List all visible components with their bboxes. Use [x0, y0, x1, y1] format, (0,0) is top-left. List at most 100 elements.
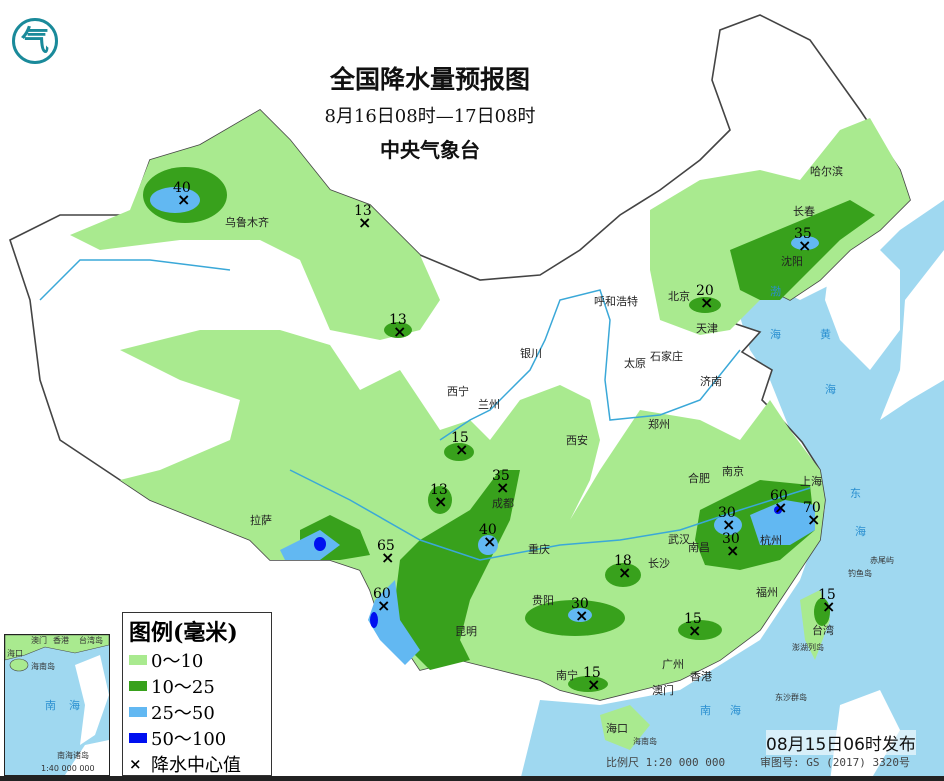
legend-item: 25～50: [129, 699, 271, 725]
rain-center-value: 35: [794, 226, 812, 242]
bottom-border: [0, 776, 944, 781]
inset-label: 澳门: [31, 636, 47, 645]
issuing-agency: 中央气象台: [380, 138, 480, 162]
rivers: [39, 259, 811, 561]
rain-center-value: 13: [354, 203, 372, 219]
island-label: 钓鱼岛: [848, 568, 872, 578]
legend-swatch: [129, 707, 147, 717]
legend-label: 50～100: [151, 729, 227, 750]
rain-center-marker: ×: [455, 440, 468, 459]
rain-center-marker: ×: [722, 515, 735, 534]
sea-label: 海: [730, 703, 741, 717]
city-label: 广州: [662, 658, 684, 671]
rain-center-marker: ×: [798, 236, 811, 255]
inset-label: 海口: [7, 649, 23, 658]
legend-item: 50～100: [129, 725, 271, 751]
city-label: 呼和浩特: [594, 294, 638, 308]
city-label: 北京: [668, 289, 690, 303]
city-label: 南昌: [688, 541, 710, 554]
rain-center-value: 60: [373, 586, 391, 602]
rain-center-marker: ×: [618, 563, 631, 582]
island-label: 赤尾屿: [870, 556, 894, 565]
city-label: 成都: [492, 497, 514, 510]
korea-land: [825, 240, 900, 370]
rain-center-value: 20: [696, 283, 714, 299]
rain-center-marker: ×: [496, 478, 509, 497]
inset-scale: 1:40 000 000: [41, 764, 95, 773]
inset-label: 台湾岛: [79, 636, 103, 645]
rain-center-value: 35: [492, 468, 510, 484]
issue-time: 08月15日06时发布: [766, 730, 916, 755]
city-label: 拉萨: [250, 513, 272, 527]
city-label: 济南: [700, 374, 722, 388]
city-label: 银川: [520, 346, 542, 360]
sea-label: 海: [770, 327, 781, 341]
rain-center-marker: ×: [358, 213, 371, 232]
legend-label: 25～50: [151, 703, 215, 724]
rain-center-value: 15: [583, 665, 601, 681]
legend-title: 图例(毫米): [129, 620, 238, 646]
city-label: 长沙: [648, 557, 670, 570]
legend-item: 0～10: [129, 647, 271, 673]
inset-label: 南海诸岛: [57, 751, 89, 760]
rain-center-marker: ×: [381, 548, 394, 567]
city-label: 澳门: [652, 683, 674, 697]
legend-item: 10～25: [129, 673, 271, 699]
rain-center-value: 70: [803, 500, 821, 516]
rain-center-value: 13: [389, 312, 407, 328]
rain-center-marker: ×: [822, 597, 835, 616]
rain-center-value: 40: [173, 180, 191, 196]
city-label: 香港: [690, 670, 712, 683]
rain-center-marker: ×: [700, 293, 713, 312]
rain-center-value: 30: [571, 596, 589, 612]
island-label: 澎湖列岛: [792, 642, 824, 652]
legend-swatch: [129, 655, 147, 665]
legend-label: 0～10: [151, 651, 204, 672]
sea-area: [520, 200, 944, 781]
rain-center-value: 65: [377, 538, 395, 554]
city-label: 石家庄: [650, 349, 683, 363]
rain-center-marker: ×: [807, 510, 820, 529]
rain-center-marker: ×: [774, 498, 787, 517]
city-label: 哈尔滨: [810, 164, 843, 178]
city-label: 长春: [793, 205, 815, 218]
legend-label: 降水中心值: [151, 755, 241, 776]
city-label: 昆明: [455, 625, 477, 638]
city-label: 沈阳: [781, 254, 803, 268]
rain-center-value: 13: [430, 482, 448, 498]
island-label: 东沙群岛: [775, 692, 807, 702]
review-number: 审图号: GS (2017) 3320号: [760, 756, 910, 769]
rain-center-marker: ×: [688, 621, 701, 640]
city-label: 合肥: [688, 471, 710, 485]
rain-center-value: 30: [722, 531, 740, 547]
city-label: 福州: [756, 585, 778, 599]
sea-labels: 渤海 黄海东海南海: [700, 285, 866, 717]
inset-label: 南: [45, 699, 56, 712]
map-scale: 比例尺 1:20 000 000: [606, 756, 726, 769]
city-label: 台湾: [812, 623, 834, 637]
rain-center-value: 15: [818, 587, 836, 603]
rain-25-50-areas: [150, 187, 819, 665]
city-label: 天津: [696, 322, 718, 335]
city-label: 武汉: [668, 533, 690, 546]
rain-center-marker: ×: [726, 541, 739, 560]
forecast-period: 8月16日08时—17日08时: [324, 106, 536, 127]
city-label: 西安: [566, 433, 588, 447]
rain-center-value: 15: [451, 430, 469, 446]
rain-center-marker: ×: [393, 322, 406, 341]
map-title: 全国降水量预报图: [329, 65, 530, 94]
legend-item: × 降水中心值: [129, 751, 271, 777]
sea-label: 南: [700, 704, 711, 717]
city-label: 郑州: [648, 417, 670, 431]
city-label: 上海: [800, 474, 822, 488]
legend: 图例(毫米) 0～10 10～25 25～50 50～100 × 降水中心值: [122, 612, 272, 776]
city-label: 南宁: [556, 668, 578, 682]
rain-center-marker: ×: [483, 532, 496, 551]
city-label: 乌鲁木齐: [225, 215, 269, 229]
island-label: 海南岛: [633, 736, 657, 746]
cross-icon: ×: [129, 755, 142, 773]
city-label: 重庆: [528, 542, 550, 556]
sea-label: 海: [855, 524, 866, 538]
inset-label: 海: [69, 699, 80, 712]
